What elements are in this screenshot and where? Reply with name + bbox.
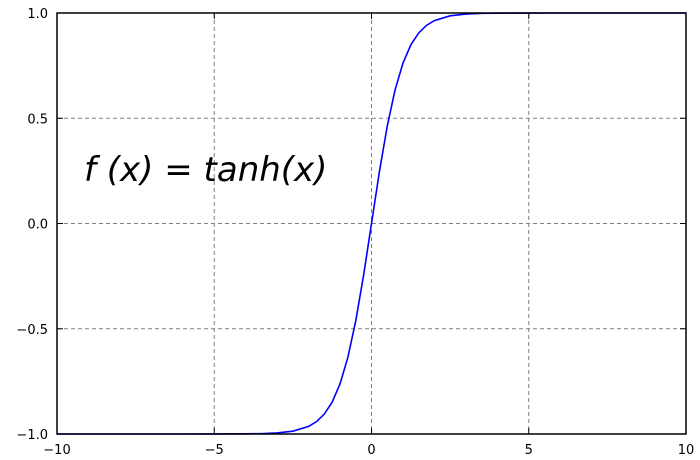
x-tick-label: 0 [367,443,375,458]
function-annotation: f (x) = tanh(x) [84,150,327,190]
x-tick-label: 10 [678,443,695,458]
y-tick-label: 0.5 [27,112,48,127]
y-tick-label: −0.5 [16,323,48,338]
x-tick-label: 5 [525,443,533,458]
axis-ticks: −10 −5 0 5 10 1.0 0.5 0.0 −0.5 −1.0 [16,7,694,458]
x-tick-label: −10 [43,443,70,458]
x-tick-label: −5 [205,443,224,458]
y-tick-label: 0.0 [27,218,48,233]
y-tick-label: −1.0 [16,428,48,443]
y-tick-label: 1.0 [27,7,48,22]
